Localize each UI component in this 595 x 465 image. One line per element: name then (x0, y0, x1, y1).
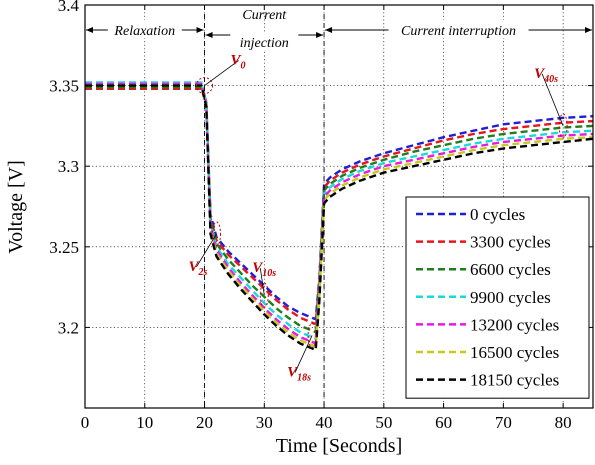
x-tick-label: 80 (555, 413, 572, 432)
annotation-marker (558, 113, 568, 139)
x-axis-title: Time [Seconds] (276, 435, 402, 457)
annotation-leader (294, 335, 313, 373)
axis-ticks: 0 10 20 30 40 50 60 70 80 3.2 3.25 3.3 3.35 3.4 (49, 0, 593, 432)
legend-box (405, 196, 590, 399)
y-tick-label: 3.35 (49, 77, 79, 96)
phase-label: Current (242, 8, 287, 23)
phase-label-bg (388, 20, 529, 38)
phase-arrowhead (585, 27, 592, 33)
phase-arrowhead (316, 32, 324, 38)
annotation-subscript: 2s (197, 267, 207, 278)
phase-label: Current interruption (401, 24, 516, 39)
annotation-leader (196, 233, 217, 268)
annotation-subscript: 0 (241, 61, 246, 72)
series-layer (85, 81, 594, 352)
annotation-marker (211, 221, 221, 247)
x-tick-label: 60 (435, 413, 452, 432)
legend-label: 16500 cycles (470, 343, 559, 362)
x-tick-label: 70 (495, 413, 512, 432)
y-tick-label: 3.2 (58, 318, 79, 337)
phase-label: injection (240, 36, 289, 51)
annotation-leader (204, 60, 239, 86)
phase-arrowhead (196, 27, 204, 33)
legend-label: 3300 cycles (470, 233, 551, 252)
phase-markers: Relaxation Current injection Current interr… (86, 5, 592, 408)
x-tick-label: 10 (136, 413, 153, 432)
annotation-marker (307, 322, 317, 348)
annotation-leader (259, 268, 265, 296)
legend-label: 6600 cycles (470, 260, 551, 279)
phase-arrowhead (325, 27, 333, 33)
annotation-subscript: 40s (543, 74, 558, 85)
phase-arrowhead (205, 32, 213, 38)
annotation-subscript: 18s (297, 372, 311, 383)
x-tick-label: 40 (316, 413, 333, 432)
plot-frame (84, 4, 594, 409)
phase-label-bg (230, 33, 299, 50)
annotation-subscript: 10s (262, 268, 276, 279)
annotation-leader (541, 73, 564, 127)
y-tick-label: 3.4 (58, 0, 80, 15)
y-tick-label: 3.25 (49, 238, 79, 257)
x-tick-label: 30 (256, 413, 273, 432)
legend-label: 9900 cycles (470, 288, 551, 307)
legend-label: 13200 cycles (470, 315, 559, 334)
legend-label: 0 cycles (470, 205, 525, 224)
phase-label-bg (107, 20, 182, 38)
y-axis-title: Voltage [V] (5, 160, 27, 254)
annotation-marker (196, 77, 214, 95)
phase-label: Relaxation (113, 24, 175, 39)
legend: 0 cycles 3300 cycles 6600 cycles 9900 cycle… (405, 196, 590, 399)
x-tick-label: 50 (375, 413, 392, 432)
y-tick-label: 3.3 (58, 157, 79, 176)
phase-arrowhead (86, 27, 93, 33)
x-tick-label: 0 (81, 413, 90, 432)
annotation-marker (259, 282, 269, 308)
legend-label: 18150 cycles (470, 371, 559, 390)
x-tick-label: 20 (196, 413, 213, 432)
